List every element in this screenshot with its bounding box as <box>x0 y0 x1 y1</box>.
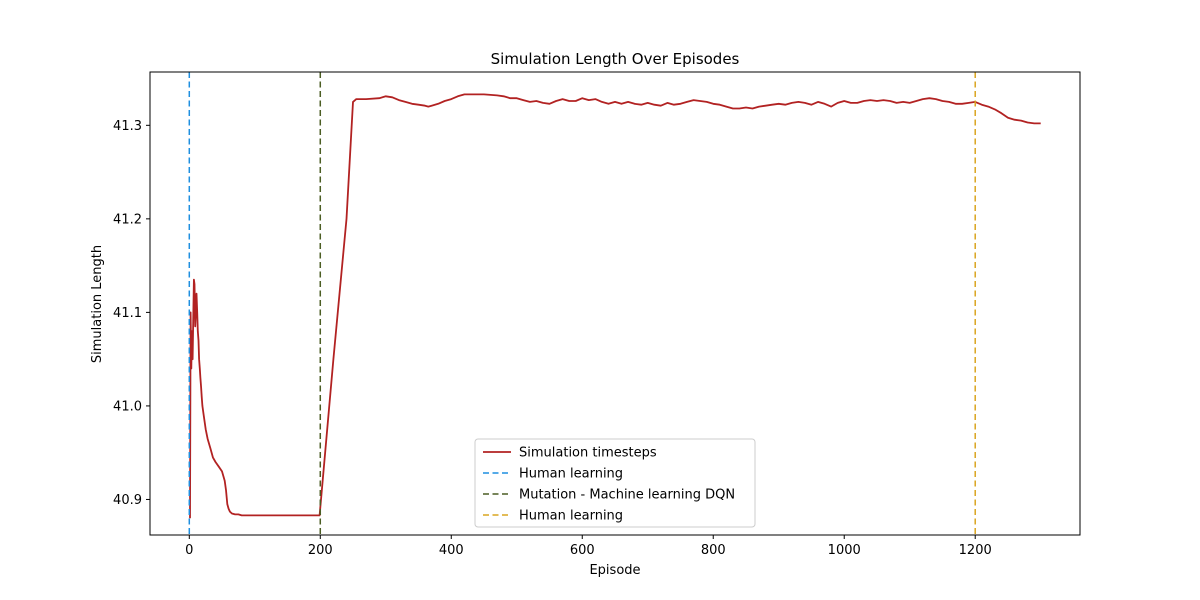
y-tick-label: 41.3 <box>113 119 142 134</box>
x-tick-label: 0 <box>185 543 193 558</box>
legend-entry-mutation-dqn: Mutation - Machine learning DQN <box>483 488 735 503</box>
series-line-simulation-timesteps <box>189 93 1041 519</box>
x-tick-label: 800 <box>701 543 726 558</box>
legend-label: Simulation timesteps <box>519 446 657 461</box>
legend-label: Mutation - Machine learning DQN <box>519 488 735 503</box>
y-axis: 40.9 41.0 41.1 41.2 41.3 <box>113 119 150 508</box>
axes-frame <box>149 71 1081 536</box>
x-tick-label: 600 <box>570 543 595 558</box>
x-tick-label: 1000 <box>828 543 861 558</box>
y-axis-label: Simulation Length <box>90 245 105 363</box>
x-axis-label: Episode <box>589 563 640 578</box>
legend-label: Human learning <box>519 509 623 524</box>
legend-box <box>474 438 756 528</box>
chart-title: Simulation Length Over Episodes <box>491 50 740 68</box>
x-tick-label: 200 <box>308 543 333 558</box>
y-tick-label: 41.1 <box>113 306 142 321</box>
plot-area <box>188 72 1041 535</box>
legend-entry-simulation-timesteps: Simulation timesteps <box>483 446 657 461</box>
legend-entry-human-learning-1: Human learning <box>483 467 623 482</box>
legend-entry-human-learning-2: Human learning <box>483 509 623 524</box>
x-tick-label: 1200 <box>959 543 992 558</box>
y-tick-label: 40.9 <box>113 493 142 508</box>
legend-label: Human learning <box>519 467 623 482</box>
x-axis: 0 200 400 600 800 1000 1200 <box>185 535 992 558</box>
y-tick-label: 41.2 <box>113 212 142 227</box>
legend: Simulation timesteps Human learning Mutati… <box>474 438 756 528</box>
x-tick-label: 400 <box>439 543 464 558</box>
y-tick-label: 41.0 <box>113 399 142 414</box>
